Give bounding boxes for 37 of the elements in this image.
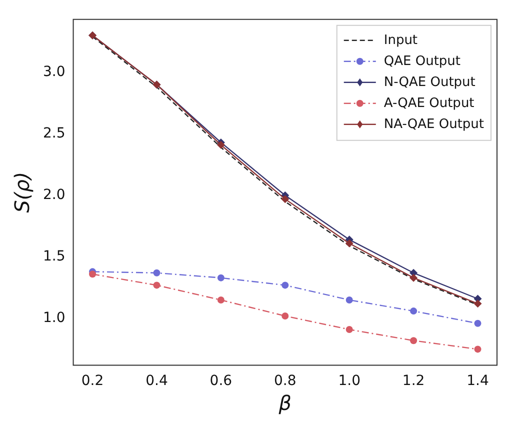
point — [153, 282, 160, 289]
legend-label: Input — [384, 32, 418, 48]
point — [410, 308, 418, 315]
x-tick-label: 1.0 — [338, 373, 360, 390]
point — [410, 274, 418, 282]
x-tick-label: 0.8 — [274, 373, 296, 390]
legend-label: QAE Output — [384, 54, 461, 69]
point — [474, 346, 482, 353]
point — [410, 337, 418, 344]
point — [346, 296, 353, 304]
x-tick-label: 1.2 — [402, 373, 425, 390]
point — [474, 320, 482, 327]
legend-label: N-QAE Output — [384, 74, 476, 90]
y-tick-label: 1.0 — [43, 310, 66, 326]
point — [153, 269, 160, 276]
y-tick-label: 1.5 — [43, 248, 66, 265]
y-axis-title: S(ρ) — [10, 172, 34, 213]
point — [89, 270, 96, 278]
x-tick-label: 1.4 — [466, 373, 489, 390]
point — [345, 239, 354, 248]
x-tick-label: 0.2 — [81, 373, 104, 390]
x-tick-label: 0.4 — [146, 373, 168, 390]
legend-label: A-QAE Output — [384, 96, 474, 111]
point — [217, 274, 224, 282]
x-tick-label: 0.6 — [210, 373, 232, 390]
point — [216, 140, 225, 149]
point — [281, 195, 290, 204]
point — [217, 296, 224, 304]
y-tick-label: 2.0 — [43, 187, 66, 204]
x-axis-title: β — [278, 391, 292, 416]
y-tick-label: 3.0 — [43, 64, 66, 80]
y-tick-label: 2.5 — [43, 125, 66, 142]
point — [282, 312, 289, 320]
point — [282, 282, 289, 289]
legend-label: NA-QAE Output — [384, 116, 484, 132]
point — [474, 300, 482, 308]
point — [346, 326, 353, 334]
